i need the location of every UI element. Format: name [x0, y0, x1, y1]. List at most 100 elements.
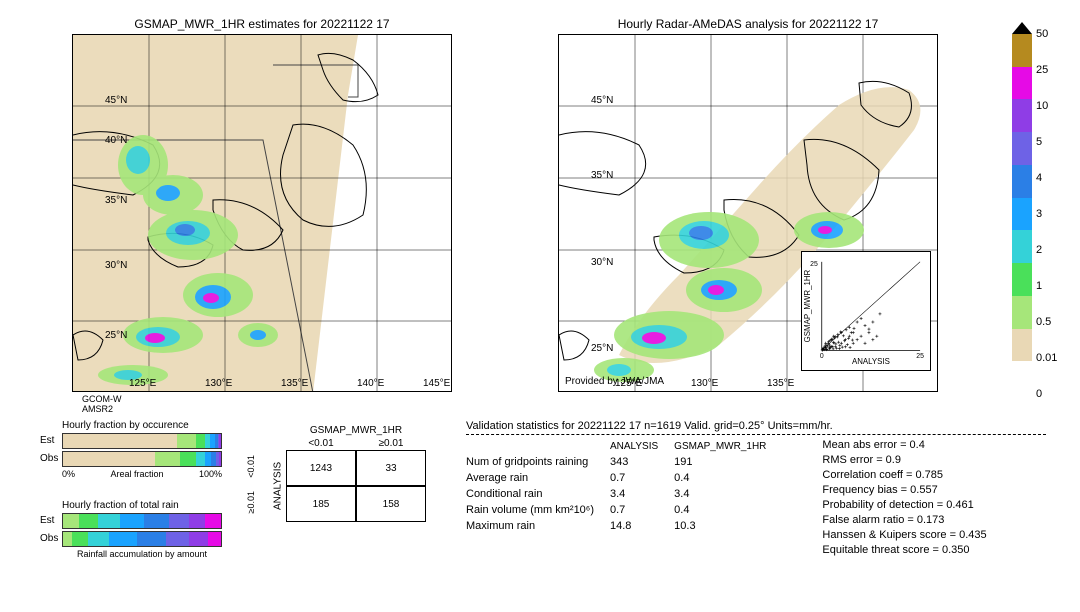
stats-metric: Mean abs error = 0.4	[822, 439, 986, 451]
colorbar-seg	[1012, 67, 1032, 100]
colorbar-labels: 502510543210.50.010	[1036, 34, 1072, 394]
stats-metric: Hanssen & Kuipers score = 0.435	[822, 529, 986, 541]
scatter-point	[875, 335, 878, 338]
occ-xleft: 0%	[62, 469, 75, 479]
lon-label: 145°E	[423, 378, 450, 389]
fraction-seg	[205, 514, 221, 528]
fraction-seg	[219, 434, 221, 448]
contab-cell-00: 1243	[286, 450, 356, 486]
lat-label: 30°N	[105, 260, 127, 271]
scatter-point	[846, 343, 849, 346]
fraction-seg	[88, 532, 109, 546]
colorbar-tick: 0.01	[1036, 352, 1057, 364]
fraction-bar	[62, 513, 222, 529]
fraction-bar	[62, 433, 222, 449]
lat-label: 35°N	[105, 195, 127, 206]
occ-xmid: Areal fraction	[110, 469, 163, 479]
scatter-point	[856, 338, 859, 341]
lat-label: 35°N	[591, 170, 613, 181]
scatter-point	[840, 342, 843, 345]
svg-text:25: 25	[810, 261, 818, 268]
fraction-seg	[208, 532, 221, 546]
contab-row0: <0.01	[246, 455, 256, 478]
stats-metric: Frequency bias = 0.557	[822, 484, 986, 496]
fraction-seg	[189, 514, 205, 528]
stats-cell: 343	[610, 454, 674, 470]
fraction-seg	[63, 514, 79, 528]
fraction-seg	[120, 514, 144, 528]
lat-label: 25°N	[591, 343, 613, 354]
lon-label: 130°E	[205, 378, 232, 389]
lon-label: 135°E	[281, 378, 308, 389]
stats-cell: 0.7	[610, 470, 674, 486]
right-map-title: Hourly Radar-AMeDAS analysis for 2022112…	[559, 17, 937, 31]
fraction-row-label: Est	[40, 435, 62, 446]
scatter-ylabel: GSMAP_MWR_1HR	[803, 270, 812, 343]
scatter-point	[837, 341, 840, 344]
stats-cell: Maximum rain	[466, 518, 610, 534]
scatter-point	[856, 321, 859, 324]
stats-metric: Correlation coeff = 0.785	[822, 469, 986, 481]
fraction-seg	[63, 434, 177, 448]
scatter-point	[867, 328, 870, 331]
svg-text:25: 25	[916, 353, 924, 360]
colorbar-seg	[1012, 99, 1032, 132]
stats-metric: Equitable threat score = 0.350	[822, 544, 986, 556]
colorbar-seg	[1012, 230, 1032, 263]
colorbar-seg	[1012, 34, 1032, 67]
contab-col0: <0.01	[286, 436, 356, 450]
contab-cell-01: 33	[356, 450, 426, 486]
fraction-seg	[177, 434, 196, 448]
colorbar-seg	[1012, 263, 1032, 296]
fraction-seg	[63, 452, 155, 466]
lat-label: 45°N	[105, 95, 127, 106]
fraction-bar	[62, 451, 222, 467]
fraction-seg	[219, 452, 221, 466]
stats-cell: 0.4	[674, 502, 782, 518]
scatter-point	[838, 347, 841, 350]
right-map-panel: Hourly Radar-AMeDAS analysis for 2022112…	[558, 34, 938, 392]
fraction-seg	[72, 532, 88, 546]
scatter-point	[849, 346, 852, 349]
colorbar-tick: 1	[1036, 280, 1042, 292]
fraction-seg	[144, 514, 169, 528]
stats-cell: 3.4	[610, 486, 674, 502]
provided-label: Provided by JWA/JMA	[565, 376, 664, 387]
totalrain-title: Hourly fraction of total rain	[62, 500, 222, 511]
colorbar-tick: 0.5	[1036, 316, 1051, 328]
fraction-seg	[169, 514, 190, 528]
scatter-point	[867, 331, 870, 334]
contab-title: GSMAP_MWR_1HR	[286, 425, 426, 436]
left-map-title: GSMAP_MWR_1HR estimates for 20221122 17	[73, 17, 451, 31]
stats-title: Validation statistics for 20221122 17 n=…	[466, 420, 1046, 432]
contab-cell-10: 185	[286, 486, 356, 522]
lat-label: 30°N	[591, 257, 613, 268]
stats-header: GSMAP_MWR_1HR	[674, 439, 782, 454]
scatter-point	[871, 321, 874, 324]
fraction-seg	[79, 514, 98, 528]
stats-metric: RMS error = 0.9	[822, 454, 986, 466]
scatter-xlabel: ANALYSIS	[852, 357, 890, 366]
scatter-point	[853, 327, 856, 330]
scatter-point	[832, 341, 835, 344]
scatter-point	[878, 312, 881, 315]
scatter-point	[851, 339, 854, 342]
colorbar-seg	[1012, 361, 1032, 394]
svg-text:0: 0	[820, 353, 824, 360]
scatter-point	[850, 331, 853, 334]
contab-row1: ≥0.01	[246, 491, 256, 513]
scatter-point	[860, 335, 863, 338]
fraction-seg	[180, 452, 196, 466]
lat-label: 45°N	[591, 95, 613, 106]
fraction-bar	[62, 531, 222, 547]
colorbar	[1012, 34, 1032, 394]
fraction-seg	[189, 532, 208, 546]
colorbar-tick: 5	[1036, 136, 1042, 148]
fraction-seg	[109, 532, 137, 546]
fraction-row-label: Obs	[40, 453, 62, 464]
colorbar-seg	[1012, 329, 1032, 362]
colorbar-seg	[1012, 132, 1032, 165]
colorbar-arrow-icon	[1012, 22, 1032, 34]
scatter-point	[871, 338, 874, 341]
occurrence-block: Hourly fraction by occurence EstObs 0% A…	[40, 420, 222, 479]
